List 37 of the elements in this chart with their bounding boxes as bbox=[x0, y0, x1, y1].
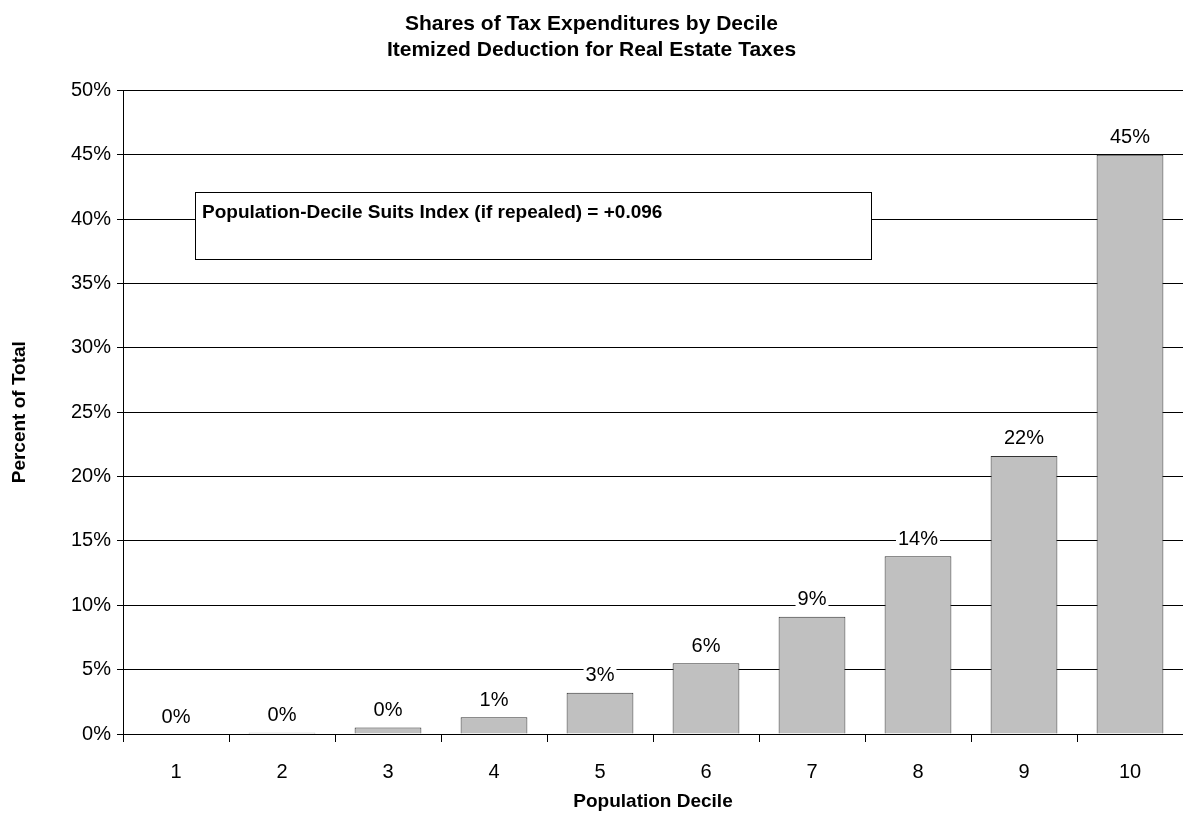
x-tick-label: 4 bbox=[488, 759, 500, 782]
data-label: 45% bbox=[1109, 125, 1151, 148]
y-tick-label: 45% bbox=[70, 142, 112, 165]
data-label: 22% bbox=[1003, 426, 1045, 449]
data-label: 0% bbox=[373, 698, 403, 721]
y-tick-label: 30% bbox=[70, 335, 112, 358]
chart-subtitle: Itemized Deduction for Real Estate Taxes bbox=[386, 36, 797, 60]
x-tick-label: 8 bbox=[912, 759, 924, 782]
data-label: 9% bbox=[797, 587, 827, 610]
y-tick-label: 25% bbox=[70, 399, 112, 422]
data-label: 14% bbox=[897, 526, 939, 549]
x-axis-title: Population Decile bbox=[573, 789, 733, 811]
y-tick-label: 10% bbox=[70, 592, 112, 615]
x-tick-label: 1 bbox=[170, 759, 182, 782]
y-tick-label: 0% bbox=[82, 721, 112, 744]
data-label: 6% bbox=[691, 633, 721, 656]
x-tick-label: 7 bbox=[806, 759, 818, 782]
x-tick-label: 2 bbox=[276, 759, 288, 782]
chart-title: Shares of Tax Expenditures by Decile bbox=[404, 11, 779, 35]
y-tick-label: 35% bbox=[70, 271, 112, 293]
x-tick-label: 3 bbox=[382, 759, 394, 782]
data-label: 3% bbox=[585, 663, 615, 686]
data-label: 1% bbox=[479, 687, 509, 710]
annotation: Population-Decile Suits Index (if repealed) = +0.096 bbox=[202, 201, 663, 222]
data-label: 0% bbox=[161, 704, 191, 727]
y-tick-label: 20% bbox=[70, 464, 112, 487]
note-box: Population-Decile Suits Index (if repealed) = +0.096 bbox=[195, 192, 872, 260]
x-tick-label: 10 bbox=[1118, 759, 1142, 782]
x-tick-label: 6 bbox=[700, 759, 712, 782]
x-tick-label: 9 bbox=[1018, 759, 1030, 782]
y-tick-label: 40% bbox=[70, 206, 112, 229]
y-tick-label: 15% bbox=[70, 528, 112, 551]
data-label: 0% bbox=[267, 703, 297, 726]
y-axis-title: Percent of Total bbox=[7, 341, 29, 484]
x-tick-label: 5 bbox=[594, 759, 606, 782]
y-tick-label: 5% bbox=[82, 657, 112, 680]
y-tick-label: 50% bbox=[70, 77, 112, 100]
